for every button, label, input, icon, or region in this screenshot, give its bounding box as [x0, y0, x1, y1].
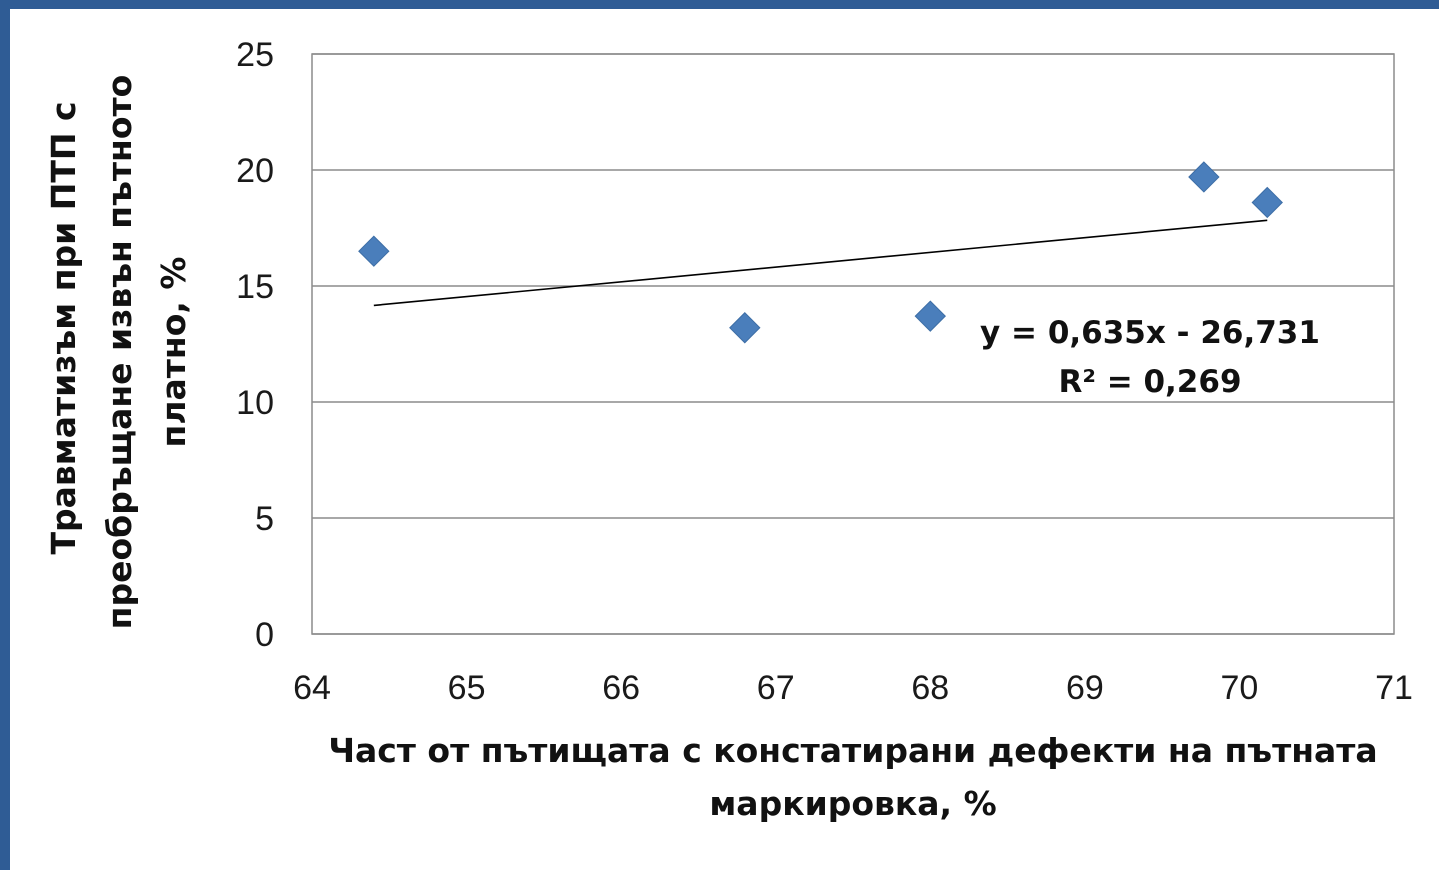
trendline-r-squared: R² = 0,269: [1058, 364, 1241, 400]
y-tick-label: 10: [236, 384, 274, 422]
x-tick-label: 65: [448, 669, 486, 707]
y-tick-labels: 0 5 10 15 20 25: [236, 36, 274, 654]
data-point-5: [1251, 186, 1283, 219]
data-point-2: [729, 312, 761, 344]
y-axis-title-line-1: Травматизъм при ПТП с: [44, 101, 83, 554]
y-axis-title-line-2: преобръщане извън пътното: [100, 75, 139, 630]
x-axis-title-line-2: маркировка, %: [709, 784, 996, 823]
y-tick-label: 5: [255, 500, 274, 538]
y-axis-title-line-3: платно, %: [154, 257, 193, 448]
y-tick-label: 0: [255, 616, 274, 654]
x-tick-label: 71: [1375, 669, 1413, 707]
trendline-equation: y = 0,635x - 26,731: [980, 315, 1320, 351]
x-tick-labels: 64 65 66 67 68 69 70 71: [293, 669, 1413, 707]
x-tick-label: 66: [602, 669, 640, 707]
data-point-3: [914, 300, 946, 332]
x-tick-label: 69: [1066, 669, 1104, 707]
x-tick-label: 64: [293, 669, 331, 707]
data-points: [358, 161, 1283, 344]
data-point-1: [358, 235, 390, 267]
x-tick-label: 68: [911, 669, 949, 707]
x-tick-label: 70: [1221, 669, 1259, 707]
x-axis-title-line-1: Част от пътищата с констатирани дефекти …: [328, 731, 1377, 770]
y-tick-label: 25: [236, 36, 274, 74]
trendline-group: [373, 219, 1268, 307]
plot-area: [311, 53, 1395, 635]
y-tick-label: 15: [236, 268, 274, 306]
linear-trendline: [373, 219, 1268, 307]
y-tick-label: 20: [236, 152, 274, 190]
x-tick-label: 67: [757, 669, 795, 707]
data-point-4: [1188, 161, 1220, 193]
